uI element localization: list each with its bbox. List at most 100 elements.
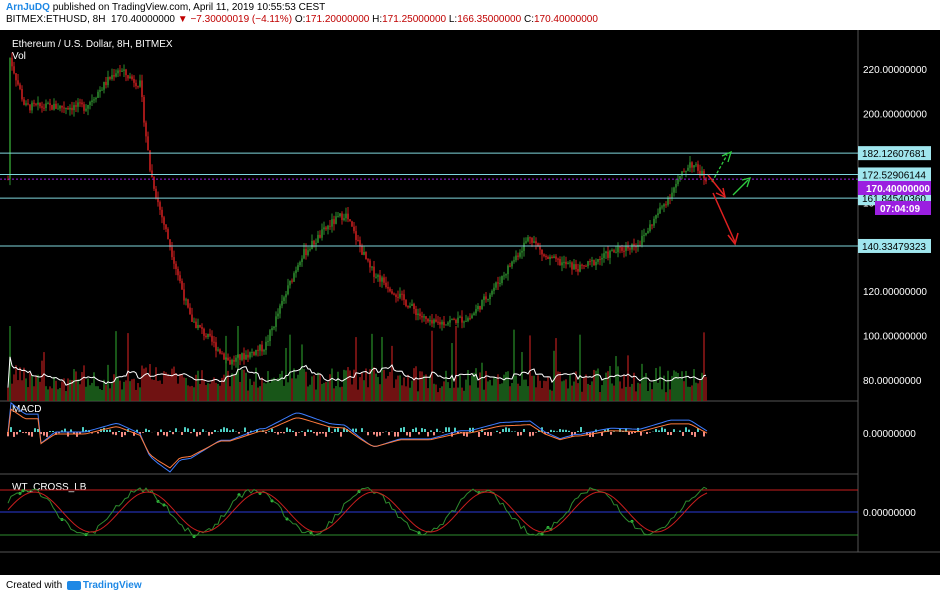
macd-hist-bar [25,432,27,434]
macd-hist-bar [274,432,276,433]
candle-body [433,319,435,324]
volume-bar [677,373,679,401]
volume-bar [627,355,629,401]
macd-hist-bar [85,429,87,432]
macd-hist-bar [10,427,12,432]
candle-body [285,294,287,298]
volume-bar [555,338,557,401]
candle-body [539,246,541,250]
candle-body [555,256,557,259]
volume-bar [145,367,147,401]
candle-body [191,314,193,322]
price-chart[interactable]: Ethereum / U.S. Dollar, 8H, BITMEX Vol 2… [0,30,940,575]
candle-body [449,319,451,323]
candle-body [411,303,413,306]
macd-hist-bar [640,432,642,436]
volume-bar [501,383,503,401]
volume-bar [103,379,105,401]
volume-bar [239,381,241,401]
author-name[interactable]: ArnJuDQ [6,2,50,13]
candle-body [273,326,275,329]
level-label: 140.33479323 [862,242,926,253]
macd-hist-bar [43,432,45,436]
volume-bar [137,383,139,401]
volume-bar [133,378,135,401]
candle-body [245,354,247,360]
candle-body [665,204,667,206]
volume-bar [431,330,433,401]
candle-body [189,307,191,315]
candle-body [489,294,491,299]
candle-body [559,259,561,266]
volume-bar [531,375,533,401]
macd-hist-bar [433,432,435,436]
candle-body [553,256,555,259]
candle-body [627,246,629,249]
macd-hist-bar [499,432,501,434]
volume-bar [593,369,595,401]
volume-bar [85,386,87,401]
volume-bar [55,380,57,401]
volume-bar [553,350,555,401]
candle-body [315,242,317,245]
candle-body [543,254,545,257]
volume-bar [559,371,561,401]
volume-bar [167,373,169,401]
volume-bar [583,377,585,401]
volume-bar [395,379,397,401]
candle-body [57,108,59,110]
volume-bar [121,389,123,401]
macd-hist-bar [175,428,177,432]
candle-body [239,354,241,360]
candle-body [547,256,549,260]
volume-bar [335,385,337,401]
volume-bar [363,380,365,401]
candle-body [123,69,125,71]
candle-body [445,324,447,326]
macd-hist-bar [211,432,213,435]
volume-bar [161,383,163,401]
candle-body [549,256,551,260]
volume-bar [71,379,73,401]
macd-hist-bar [607,428,609,432]
level-label: 172.52906144 [862,170,926,181]
volume-bar [633,372,635,401]
candle-body [561,262,563,266]
volume-bar [399,375,401,401]
volume-bar [53,376,55,401]
macd-hist-bar [484,432,486,436]
volume-bar [209,383,211,401]
candle-body [291,280,293,282]
candle-body [131,76,133,80]
volume-bar [223,374,225,401]
volume-bar [293,368,295,401]
volume-bar [355,337,357,401]
price-change: −7.30000019 (−4.11%) [190,14,293,25]
macd-line [7,401,708,473]
down-arrow-1-icon [707,174,725,196]
down-arrow-2-icon [712,192,736,243]
candle-body [607,251,609,258]
candle-body [125,69,127,76]
volume-bar [127,333,129,401]
tradingview-brand[interactable]: TradingView [82,580,142,591]
macd-hist-bar [568,430,570,432]
volume-bar [13,374,15,401]
candle-body [471,315,473,319]
current-price-marker[interactable]: 170.40000000 07:04:09 [858,181,931,215]
candle-body [221,353,223,355]
volume-bar [175,373,177,401]
candle-body [671,192,673,198]
volume-bar [33,386,35,401]
volume-bar [377,377,379,401]
candle-body [277,313,279,317]
volume-bar [637,382,639,401]
candle-body [585,265,587,267]
candle-body [475,309,477,314]
candle-body [61,105,63,108]
x-tick-label: Nov [86,557,104,568]
volume-bar [489,379,491,401]
volume-bar [609,366,611,401]
volume-bar [597,368,599,401]
macd-hist-bar [292,430,294,432]
